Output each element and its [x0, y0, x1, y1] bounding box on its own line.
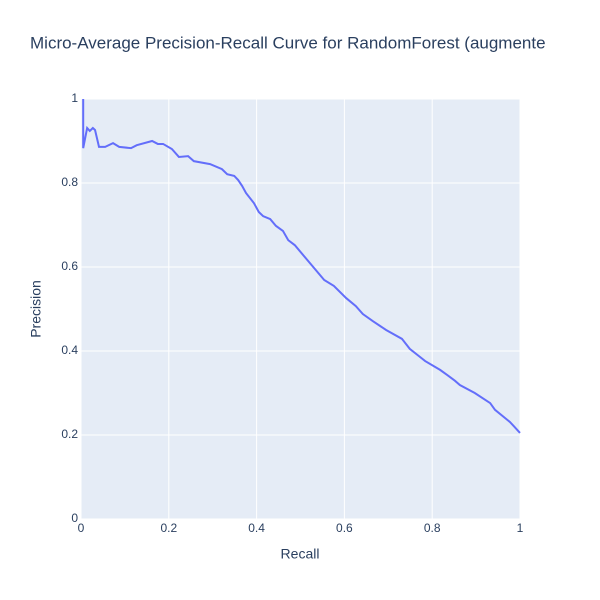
x-tick-label: 0.6 — [336, 521, 353, 535]
x-tick-label: 1 — [517, 521, 524, 535]
y-axis-title: Precision — [28, 280, 44, 338]
pr-curve — [82, 99, 521, 434]
y-tick-label: 0.8 — [61, 175, 78, 189]
y-tick-label: 0 — [71, 511, 78, 525]
chart-title: Micro-Average Precision-Recall Curve for… — [30, 33, 546, 52]
x-tick-label: 0 — [78, 521, 85, 535]
x-tick-label: 0.2 — [160, 521, 177, 535]
x-axis-title: Recall — [281, 546, 320, 562]
plot-area — [81, 99, 520, 519]
x-tick-label: 0.8 — [424, 521, 441, 535]
x-tick-label: 0.4 — [248, 521, 265, 535]
y-tick-label: 0.6 — [61, 259, 78, 273]
y-tick-label: 0.2 — [61, 427, 78, 441]
y-tick-label: 1 — [71, 91, 78, 105]
y-tick-label: 0.4 — [61, 343, 78, 357]
